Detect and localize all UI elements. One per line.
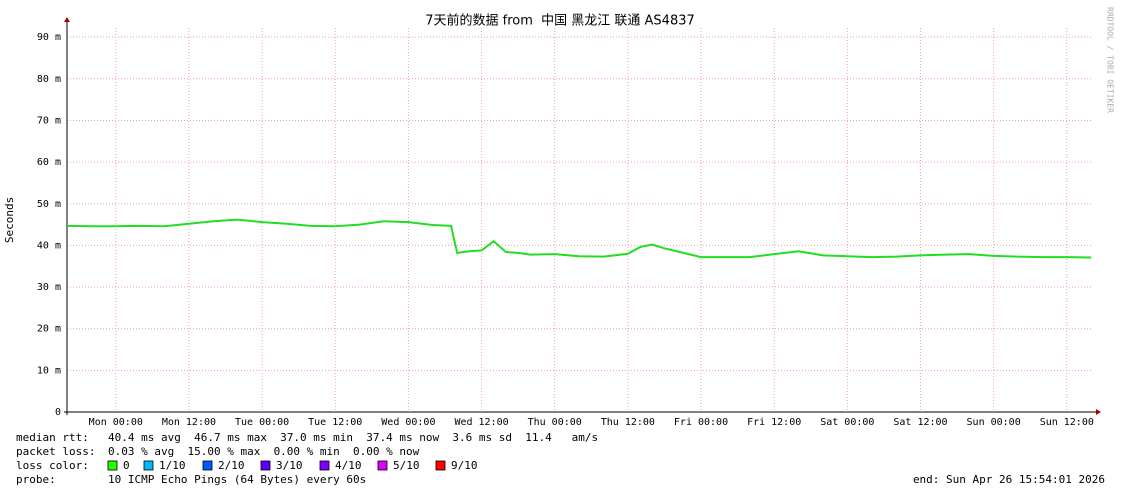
x-tick-label: Fri 00:00 bbox=[674, 417, 728, 428]
x-tick-label: Fri 12:00 bbox=[747, 417, 801, 428]
x-tick-label: Tue 12:00 bbox=[308, 417, 362, 428]
y-tick-label: 80 m bbox=[37, 74, 61, 85]
y-tick-label: 20 m bbox=[37, 324, 61, 335]
legend-swatch bbox=[202, 460, 213, 471]
chart-title: 7天前的数据 from 中国 黑龙江 联通 AS4837 bbox=[425, 13, 695, 29]
y-tick-label: 50 m bbox=[37, 199, 61, 210]
legend-swatch bbox=[435, 460, 446, 471]
probe-label: probe: bbox=[16, 473, 56, 486]
y-tick-label: 40 m bbox=[37, 240, 61, 251]
y-tick-label: 0 bbox=[55, 407, 61, 418]
y-tick-label: 10 m bbox=[37, 365, 61, 376]
legend-label: 9/10 bbox=[451, 459, 478, 472]
axis-arrow bbox=[64, 17, 70, 22]
legend-label: 1/10 bbox=[159, 459, 186, 472]
loss-color-label: loss color: bbox=[16, 459, 89, 472]
legend-label: 0 bbox=[123, 459, 130, 472]
x-tick-label: Thu 12:00 bbox=[601, 417, 655, 428]
legend-swatch bbox=[143, 460, 154, 471]
legend-label: 4/10 bbox=[335, 459, 362, 472]
legend-label: 2/10 bbox=[218, 459, 245, 472]
y-tick-label: 60 m bbox=[37, 157, 61, 168]
y-tick-label: 70 m bbox=[37, 115, 61, 126]
legend-label: 3/10 bbox=[276, 459, 303, 472]
x-tick-label: Mon 12:00 bbox=[162, 417, 216, 428]
series-line bbox=[66, 218, 1092, 259]
y-tick-label: 90 m bbox=[37, 32, 61, 43]
x-tick-label: Wed 00:00 bbox=[381, 417, 435, 428]
legend-label: 5/10 bbox=[393, 459, 420, 472]
probe-text: 10 ICMP Echo Pings (64 Bytes) every 60s bbox=[108, 473, 366, 486]
x-tick-label: Tue 00:00 bbox=[235, 417, 289, 428]
end-time: end: Sun Apr 26 15:54:01 2026 bbox=[913, 473, 1105, 486]
x-tick-label: Sat 00:00 bbox=[820, 417, 874, 428]
y-tick-label: 30 m bbox=[37, 282, 61, 293]
packet-loss-stats: 0.03 % avg 15.00 % max 0.00 % min 0.00 %… bbox=[108, 445, 420, 458]
legend-swatch bbox=[260, 460, 271, 471]
legend-swatch bbox=[319, 460, 330, 471]
legend-label: median rtt: bbox=[16, 431, 89, 444]
x-tick-label: Sat 12:00 bbox=[893, 417, 947, 428]
packet-loss-label: packet loss: bbox=[16, 445, 95, 458]
axis-arrow bbox=[1096, 409, 1101, 415]
x-tick-label: Sun 12:00 bbox=[1040, 417, 1094, 428]
y-axis-label: Seconds bbox=[3, 197, 16, 243]
watermark: RRDTOOL / TOBI OETIKER bbox=[1106, 7, 1115, 113]
x-tick-label: Thu 00:00 bbox=[528, 417, 582, 428]
legend-swatch bbox=[377, 460, 388, 471]
x-tick-label: Sun 00:00 bbox=[967, 417, 1021, 428]
x-tick-label: Mon 00:00 bbox=[89, 417, 143, 428]
legend-swatch bbox=[107, 460, 118, 471]
x-tick-label: Wed 12:00 bbox=[454, 417, 508, 428]
median-stats: 40.4 ms avg 46.7 ms max 37.0 ms min 37.4… bbox=[108, 431, 598, 444]
